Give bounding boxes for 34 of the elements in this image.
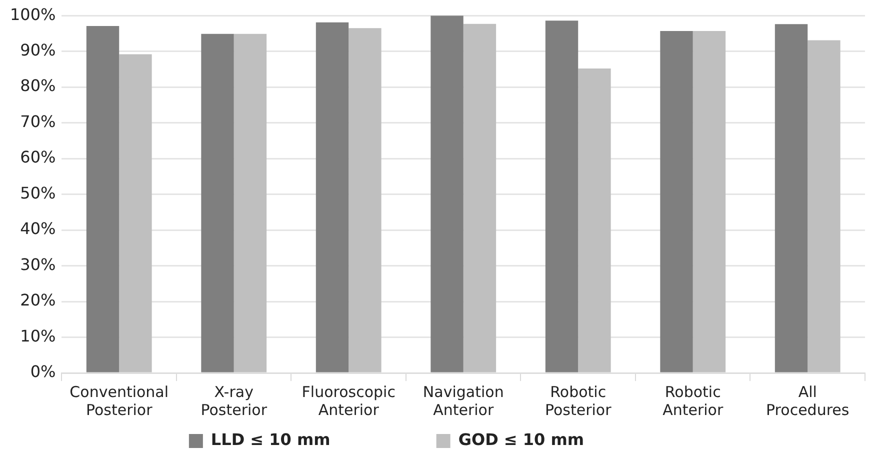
bar [234, 34, 267, 372]
bar [774, 24, 808, 372]
bar [660, 30, 693, 372]
x-tick-label: Navigation Anterior [422, 382, 504, 419]
y-tick-label: 50% [20, 183, 56, 202]
bar [545, 20, 578, 372]
bar [201, 34, 234, 372]
legend-label: LLD ≤ 10 mm [210, 430, 426, 450]
y-tick-label: 30% [20, 254, 56, 274]
bar [808, 40, 840, 372]
bar [692, 30, 726, 372]
bar [578, 68, 611, 372]
y-tick-label: 90% [20, 40, 56, 60]
x-tick-label: X-ray Posterior [200, 382, 268, 419]
y-tick-label: 80% [20, 76, 56, 96]
x-tick-label: Fluoroscopic Anterior [302, 382, 396, 419]
bar [430, 16, 464, 372]
x-tick-label: Conventional Posterior [70, 382, 169, 419]
y-tick-label: 100% [10, 4, 56, 24]
x-tick-label: Robotic Posterior [544, 382, 612, 419]
y-tick-label: 60% [20, 148, 56, 167]
y-tick-label: 10% [20, 326, 56, 346]
x-tick-label: Robotic Anterior [662, 382, 724, 419]
bar [463, 24, 496, 372]
y-tick-label: 20% [20, 290, 56, 310]
bar [86, 26, 120, 372]
bar [348, 28, 382, 372]
y-tick-label: 0% [30, 362, 56, 382]
bar [316, 22, 349, 372]
y-tick-label: 40% [20, 219, 56, 238]
x-tick-label: All Procedures [766, 382, 850, 419]
legend-label: GOD ≤ 10 mm [458, 430, 680, 450]
y-tick-label: 70% [20, 112, 56, 131]
bar [119, 54, 152, 372]
